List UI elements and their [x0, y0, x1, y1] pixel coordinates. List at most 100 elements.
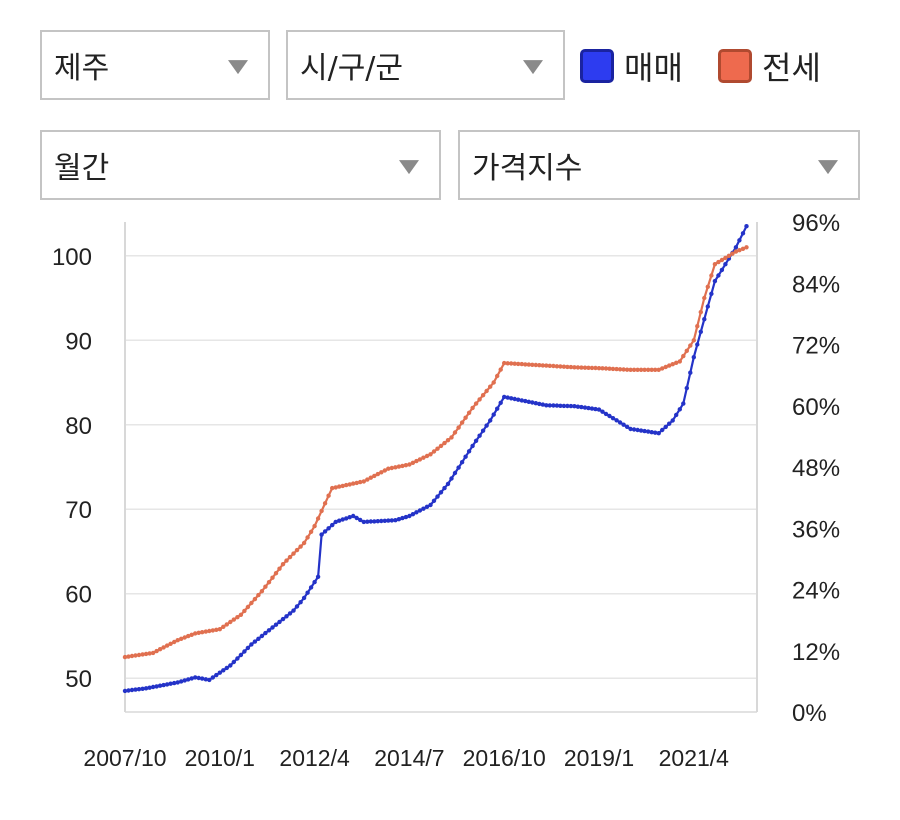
series-point	[414, 510, 419, 515]
series-point	[358, 517, 363, 523]
series-point	[466, 449, 472, 454]
series-point	[287, 611, 293, 616]
legend-sale[interactable]: 매매	[580, 44, 683, 88]
series-point	[677, 359, 682, 364]
series-point	[424, 504, 430, 509]
series-point	[193, 675, 198, 680]
series-point	[164, 682, 170, 687]
series-point	[456, 465, 461, 470]
series-point	[407, 462, 412, 467]
series-point	[277, 619, 282, 625]
series-point	[491, 380, 496, 385]
series-point	[733, 245, 739, 250]
series-point	[372, 473, 377, 479]
series-point	[417, 508, 423, 513]
series-point	[147, 685, 152, 690]
series-point	[547, 403, 552, 408]
series-point	[477, 397, 482, 402]
series-point	[259, 633, 265, 639]
y-right-tick-label: 84%	[792, 271, 840, 298]
series-point	[421, 506, 426, 511]
series-point	[466, 410, 472, 415]
period-select[interactable]: 월간	[40, 130, 441, 200]
series-point	[716, 273, 721, 278]
series-point	[136, 652, 142, 658]
series-point	[667, 363, 672, 368]
series-point	[277, 566, 282, 571]
series-point	[589, 365, 595, 371]
y-left-tick-label: 90	[65, 328, 92, 355]
x-tick-label: 2021/4	[659, 745, 730, 771]
x-tick-label: 2010/1	[185, 745, 255, 771]
series-point	[301, 595, 307, 601]
series-point	[600, 366, 605, 371]
series-point	[614, 418, 619, 423]
series-point	[607, 366, 612, 371]
series-point	[231, 617, 236, 622]
series-point	[235, 615, 240, 620]
series-point	[351, 481, 356, 486]
region-select[interactable]: 제주	[40, 30, 270, 100]
series-layer	[122, 224, 749, 694]
series-point	[375, 471, 380, 477]
series-point	[480, 393, 486, 398]
series-point	[473, 438, 479, 443]
chevron-down-icon	[228, 60, 248, 75]
series-point	[691, 355, 696, 360]
y-right-tick-label: 96%	[792, 210, 840, 237]
series-point	[122, 654, 128, 660]
x-tick-label: 2014/7	[374, 745, 444, 771]
series-point	[301, 540, 307, 546]
series-point	[635, 367, 640, 372]
series-point	[646, 429, 651, 434]
series-point	[428, 452, 433, 457]
series-point	[628, 426, 633, 432]
series-point	[330, 522, 335, 528]
series-point	[129, 687, 135, 693]
series-point	[435, 494, 440, 499]
y-left-tick-label: 60	[65, 582, 92, 609]
series-point	[526, 362, 531, 367]
series-point	[347, 515, 352, 520]
series-point	[182, 678, 187, 683]
series-point	[126, 688, 131, 693]
series-point	[172, 639, 177, 645]
series-point	[228, 663, 233, 668]
tick-labels: 50 60 70 80 90 100 0% 12% 24% 36% 48% 60% 72% 84% 96% 2…	[52, 210, 840, 771]
y-right-tick-label: 24%	[792, 578, 840, 605]
period-select-value: 월간	[54, 151, 110, 186]
series-point	[361, 519, 366, 525]
metric-select[interactable]: 가격지수	[458, 130, 860, 200]
series-point	[322, 529, 328, 534]
series-point	[695, 342, 700, 347]
series-point	[319, 532, 324, 537]
series-point	[617, 420, 623, 425]
series-point	[740, 246, 746, 251]
district-select[interactable]: 시/구/군	[286, 30, 565, 100]
series-point	[575, 404, 581, 409]
x-tick-label: 2007/10	[83, 745, 166, 771]
series-point	[705, 284, 710, 289]
series-point	[175, 680, 180, 685]
series-point	[221, 668, 226, 673]
series-point	[695, 324, 700, 329]
series-point	[143, 651, 149, 657]
series-point	[523, 398, 528, 404]
series-point	[709, 273, 714, 278]
series-point	[730, 251, 735, 256]
series-point	[308, 529, 314, 534]
series-point	[656, 431, 661, 436]
series-point	[463, 415, 468, 420]
series-point	[238, 612, 244, 617]
series-point	[358, 479, 363, 485]
series-point	[653, 430, 658, 435]
series-point	[386, 466, 391, 471]
legend-jeonse[interactable]: 전세	[718, 44, 821, 88]
series-point	[203, 677, 208, 682]
series-point	[305, 590, 310, 595]
series-point	[298, 544, 303, 549]
series-point	[400, 515, 405, 521]
y-left-tick-label: 70	[65, 497, 92, 524]
series-point	[326, 493, 331, 498]
series-point	[168, 681, 173, 686]
